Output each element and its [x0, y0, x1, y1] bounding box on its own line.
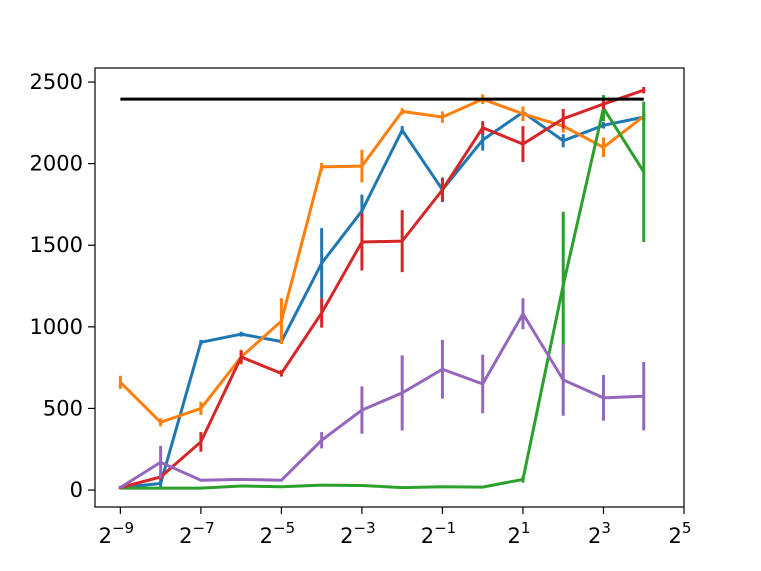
- x-tick-base: 2: [179, 524, 192, 548]
- x-tick-label: 2−5: [260, 519, 296, 548]
- y-tick-label: 500: [43, 396, 83, 420]
- x-tick-label: 2−7: [179, 519, 215, 548]
- x-tick-label: 23: [588, 519, 611, 548]
- x-tick-exponent: −3: [354, 519, 376, 537]
- series-line: [119, 310, 644, 489]
- y-tick-label: 1000: [30, 315, 83, 339]
- y-tick-label: 1500: [30, 233, 83, 257]
- series-line: [120, 104, 646, 490]
- x-tick-exponent: 5: [682, 519, 692, 537]
- y-tick-label: 2000: [30, 152, 83, 176]
- x-tick-label: 21: [508, 519, 531, 548]
- x-tick-base: 2: [669, 524, 682, 548]
- x-tick-exponent: −7: [193, 519, 215, 537]
- x-tick-label: 25: [669, 519, 692, 548]
- x-tick-exponent: −9: [112, 519, 134, 537]
- x-tick-base: 2: [508, 524, 521, 548]
- x-tick-exponent: 3: [601, 519, 611, 537]
- x-tick-label: 2−1: [421, 519, 457, 548]
- x-tick-base: 2: [421, 524, 434, 548]
- x-tick-label: 2−3: [340, 519, 376, 548]
- x-tick-base: 2: [99, 524, 112, 548]
- x-tick-base: 2: [340, 524, 353, 548]
- x-tick-base: 2: [588, 524, 601, 548]
- y-tick-label: 0: [70, 478, 83, 502]
- x-tick-base: 2: [260, 524, 273, 548]
- x-tick-exponent: −1: [434, 519, 456, 537]
- x-tick-exponent: 1: [521, 519, 531, 537]
- series-line: [120, 110, 645, 490]
- y-tick-label: 2500: [30, 70, 83, 94]
- plot-frame: [94, 67, 685, 508]
- series-line: [119, 88, 645, 490]
- x-tick-label: 2−9: [99, 519, 135, 548]
- x-tick-exponent: −5: [273, 519, 295, 537]
- series-line: [119, 97, 645, 425]
